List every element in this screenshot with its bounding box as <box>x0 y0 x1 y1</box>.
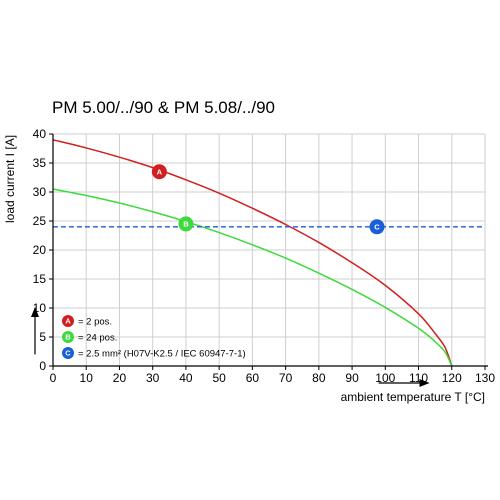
y-tick-label: 30 <box>33 185 47 199</box>
legend-badge <box>62 315 74 327</box>
legend-badge-letter: C <box>65 349 71 358</box>
x-tick-label: 130 <box>475 371 495 385</box>
legend-label: = 2.5 mm² (H07V-K2.5 / IEC 60947-7-1) <box>78 349 246 360</box>
y-tick-label: 5 <box>39 330 46 344</box>
x-tick-label: 50 <box>212 371 226 385</box>
x-tick-label: 20 <box>113 371 127 385</box>
legend-badge <box>62 347 74 359</box>
legend-badge <box>62 331 74 343</box>
series-line-b <box>52 188 453 367</box>
x-axis-label: ambient temperature T [°C] <box>341 390 485 404</box>
x-tick-label: 70 <box>279 371 293 385</box>
x-tick-label: 30 <box>146 371 160 385</box>
marker-letter: B <box>183 220 189 229</box>
axes: 0 10 20 30 40 50 60 70 80 90 100 110 120 130051015202… <box>3 127 495 404</box>
x-tick-label: 80 <box>312 371 326 385</box>
legend: A = 2 pos. B = 24 pos. C = 2.5 mm² (H07V-K2.5… <box>62 315 246 360</box>
x-tick-label: 120 <box>442 371 462 385</box>
marker-circle <box>178 216 194 232</box>
x-tick-label: 40 <box>179 371 193 385</box>
y-tick-label: 20 <box>33 243 47 257</box>
legend-entry-a: A = 2 pos. <box>62 315 112 328</box>
y-tick-label: 15 <box>33 272 47 286</box>
y-axis-label: load current I [A] <box>3 135 17 223</box>
legend-label: = 2 pos. <box>78 317 112 328</box>
legend-entry-c: C = 2.5 mm² (H07V-K2.5 / IEC 60947-7-1) <box>62 347 246 360</box>
marker-letter: C <box>374 223 380 232</box>
marker-a: A <box>151 164 167 180</box>
marker-circle <box>151 164 167 180</box>
y-tick-label: 0 <box>39 359 46 373</box>
series-line-a <box>52 139 453 367</box>
y-tick-label: 25 <box>33 214 47 228</box>
legend-label: = 24 pos. <box>78 333 117 344</box>
marker-c: C <box>369 219 385 235</box>
marker-letter: A <box>157 168 163 177</box>
legend-entry-b: B = 24 pos. <box>62 331 117 344</box>
chart-title: PM 5.00/../90 & PM 5.08/../90 <box>52 98 276 117</box>
legend-badge-letter: A <box>65 317 71 326</box>
grid <box>53 133 486 366</box>
x-tick-label: 100 <box>375 371 395 385</box>
x-tick-label: 90 <box>345 371 359 385</box>
marker-b: B <box>178 216 194 232</box>
series-lines <box>52 139 485 367</box>
curve-markers: A B C <box>151 164 385 235</box>
x-tick-label: 10 <box>80 371 94 385</box>
y-tick-label: 40 <box>33 127 47 141</box>
legend-badge-letter: B <box>65 333 71 342</box>
x-tick-label: 0 <box>50 371 57 385</box>
y-tick-label: 35 <box>33 156 47 170</box>
marker-circle <box>369 219 385 235</box>
x-tick-label: 60 <box>246 371 260 385</box>
